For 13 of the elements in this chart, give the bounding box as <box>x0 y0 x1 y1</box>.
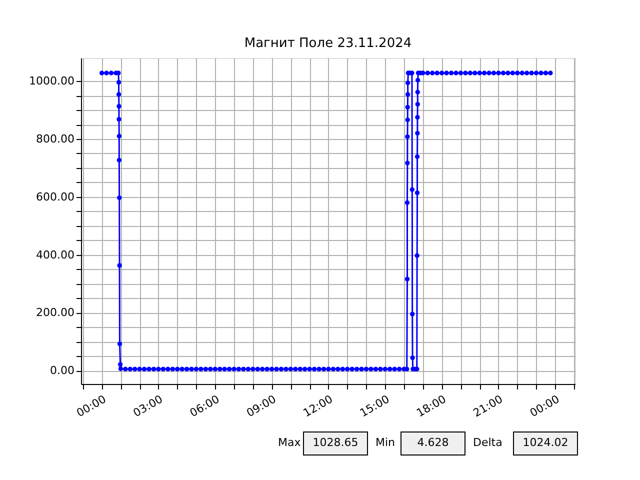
text: 1028.65 <box>312 436 358 449</box>
text: 1024.02 <box>522 436 568 449</box>
y-tick-label: 800.00 <box>36 132 74 146</box>
y-tick-label: 400.00 <box>36 248 74 262</box>
y-tick-label: 1000.00 <box>29 74 74 88</box>
text: Delta <box>473 436 502 449</box>
text: 4.628 <box>417 436 449 449</box>
y-tick-label: 0.00 <box>50 364 74 378</box>
y-tick-label: 600.00 <box>36 190 74 204</box>
text: Max <box>278 436 302 449</box>
chart-title: Магнит Поле 23.11.2024 <box>244 36 412 51</box>
text: Min <box>376 436 396 449</box>
y-tick-label: 200.00 <box>36 306 74 320</box>
